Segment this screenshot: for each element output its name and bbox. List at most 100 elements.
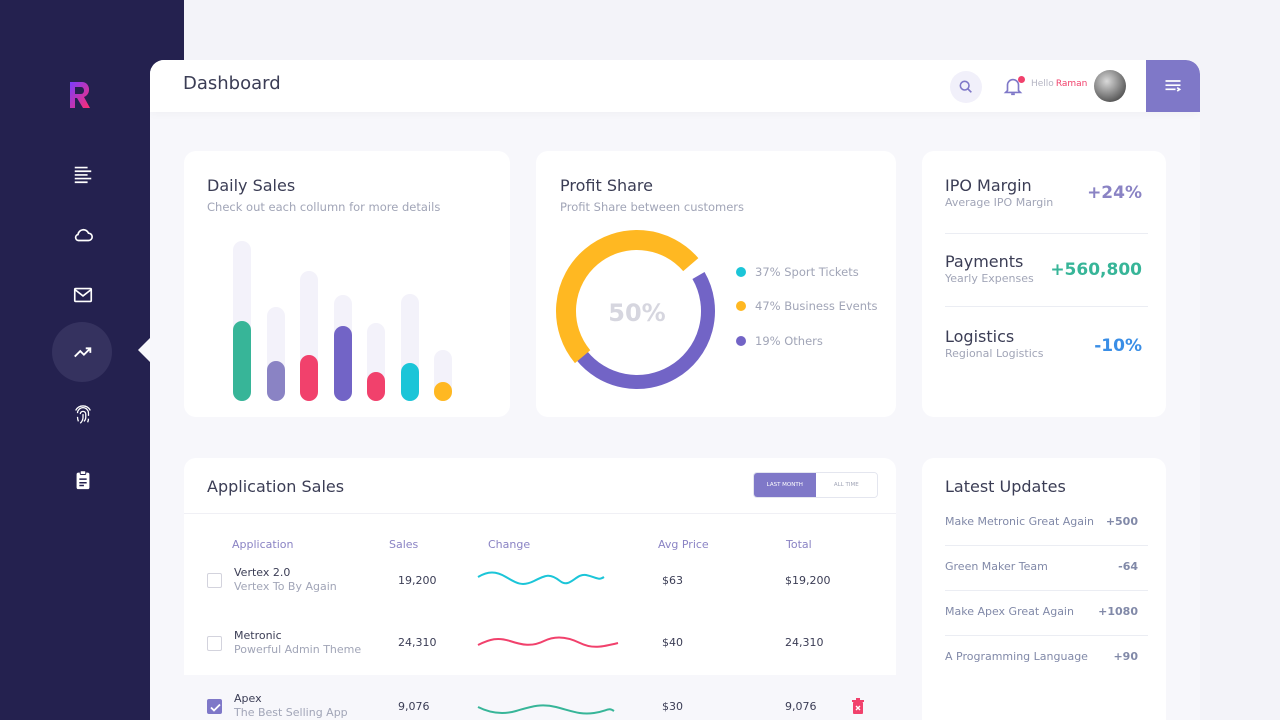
legend-dot — [736, 301, 746, 311]
user-greeting: Hello Raman — [1031, 79, 1087, 89]
search-icon — [959, 80, 972, 93]
metric-label: Payments — [945, 252, 1024, 271]
brand-logo[interactable] — [62, 76, 98, 116]
row-checkbox[interactable] — [207, 573, 222, 588]
sidebar-item-trending[interactable] — [58, 327, 108, 377]
sidebar-item-cloud[interactable] — [58, 210, 108, 260]
column-header-application[interactable]: Application — [232, 538, 294, 551]
table-row-selected: Apex The Best Selling App 9,076 $30 9,07… — [184, 675, 896, 720]
legend-sport-tickets: 37% Sport Tickets — [736, 265, 859, 279]
metric-value: +560,800 — [1050, 260, 1142, 280]
divider — [945, 306, 1148, 307]
total-value: 9,076 — [785, 700, 817, 713]
profit-share-card: Profit Share Profit Share between custom… — [536, 151, 896, 417]
change-sparkline — [477, 636, 619, 648]
donut-center-label: 50% — [608, 299, 665, 327]
column-header-avg-price[interactable]: Avg Price — [658, 538, 709, 551]
update-text[interactable]: Make Metronic Great Again — [945, 515, 1095, 528]
app-name[interactable]: Metronic — [234, 629, 282, 642]
sales-value: 19,200 — [398, 574, 437, 587]
sidebar-item-fingerprint[interactable] — [58, 390, 108, 440]
check-icon — [210, 703, 221, 712]
menu-button[interactable] — [1146, 60, 1200, 112]
update-text[interactable]: Green Maker Team — [945, 560, 1048, 573]
update-value: +90 — [1113, 650, 1138, 663]
sales-value: 9,076 — [398, 700, 430, 713]
avatar[interactable] — [1094, 70, 1126, 102]
update-text[interactable]: Make Apex Great Again — [945, 605, 1074, 618]
trash-icon[interactable] — [850, 697, 866, 715]
bar-7[interactable] — [434, 381, 452, 401]
legend-label: 37% Sport Tickets — [755, 265, 859, 279]
period-toggle: LAST MONTH ALL TIME — [753, 472, 878, 498]
change-sparkline — [477, 704, 615, 715]
greeting-text: Hello — [1031, 79, 1054, 89]
avg-price-value: $40 — [662, 636, 683, 649]
cloud-icon — [74, 228, 93, 242]
table-row: Vertex 2.0 Vertex To By Again 19,200 $63… — [184, 551, 896, 611]
daily-sales-chart — [184, 151, 510, 417]
metric-label: IPO Margin — [945, 176, 1032, 195]
app-description: Vertex To By Again — [234, 580, 337, 593]
bar-3[interactable] — [300, 354, 318, 401]
top-bar: Dashboard Hello Raman — [150, 60, 1200, 112]
legend-label: 19% Others — [755, 334, 823, 348]
metric-sub: Average IPO Margin — [945, 196, 1054, 209]
update-value: +1080 — [1098, 605, 1138, 618]
latest-updates-card: Latest Updates Make Metronic Great Again… — [922, 458, 1166, 720]
application-sales-title: Application Sales — [207, 477, 345, 496]
total-value: 24,310 — [785, 636, 824, 649]
table-row: Metronic Powerful Admin Theme 24,310 $40… — [184, 613, 896, 673]
mail-icon — [73, 287, 93, 303]
search-button[interactable] — [950, 71, 982, 103]
legend-dot — [736, 336, 746, 346]
daily-sales-card: Daily Sales Check out each collumn for m… — [184, 151, 510, 417]
metric-sub: Yearly Expenses — [945, 272, 1034, 285]
app-description: The Best Selling App — [234, 706, 348, 719]
notification-dot — [1018, 76, 1025, 83]
bar-2[interactable] — [266, 361, 285, 401]
sidebar-item-clipboard[interactable] — [58, 455, 108, 505]
column-header-change[interactable]: Change — [488, 538, 531, 551]
metric-sub: Regional Logistics — [945, 347, 1044, 360]
list-icon — [74, 166, 92, 184]
fingerprint-icon — [75, 405, 91, 424]
legend-dot — [736, 267, 746, 277]
sidebar-item-list[interactable] — [58, 149, 108, 199]
avg-price-value: $63 — [662, 574, 683, 587]
divider — [945, 545, 1148, 546]
bar-4[interactable] — [333, 325, 352, 401]
toggle-all-time[interactable]: ALL TIME — [815, 473, 877, 497]
profit-share-title: Profit Share — [560, 176, 653, 195]
profit-donut-chart: 50% — [556, 229, 718, 392]
app-description: Powerful Admin Theme — [234, 643, 362, 656]
column-header-total[interactable]: Total — [786, 538, 812, 551]
bar-5[interactable] — [367, 372, 385, 401]
update-value: +500 — [1105, 515, 1138, 528]
total-value: $19,200 — [785, 574, 831, 587]
sales-value: 24,310 — [398, 636, 437, 649]
app-name[interactable]: Apex — [234, 692, 262, 705]
column-header-sales[interactable]: Sales — [389, 538, 419, 551]
bar-1[interactable] — [233, 321, 251, 401]
app-name[interactable]: Vertex 2.0 — [234, 566, 291, 579]
menu-lines-icon — [1165, 80, 1182, 92]
legend-business-events: 47% Business Events — [736, 299, 878, 313]
update-text[interactable]: A Programming Language — [945, 650, 1088, 663]
daily-sales-subtitle: Check out each collumn for more details — [207, 200, 441, 214]
avg-price-value: $30 — [662, 700, 683, 713]
sidebar-item-mail[interactable] — [58, 270, 108, 320]
application-sales-card: Application Sales LAST MONTH ALL TIME Ap… — [184, 458, 896, 720]
row-checkbox-checked[interactable] — [207, 699, 222, 714]
divider — [945, 590, 1148, 591]
update-value: -64 — [1118, 560, 1138, 573]
toggle-last-month[interactable]: LAST MONTH — [754, 473, 816, 497]
bar-6[interactable] — [400, 362, 419, 401]
divider — [945, 635, 1148, 636]
user-name: Raman — [1055, 79, 1088, 89]
notification-bell-icon[interactable] — [1002, 75, 1024, 97]
row-checkbox[interactable] — [207, 636, 222, 651]
legend-label: 47% Business Events — [755, 299, 878, 313]
divider — [945, 233, 1148, 234]
divider — [184, 513, 896, 514]
